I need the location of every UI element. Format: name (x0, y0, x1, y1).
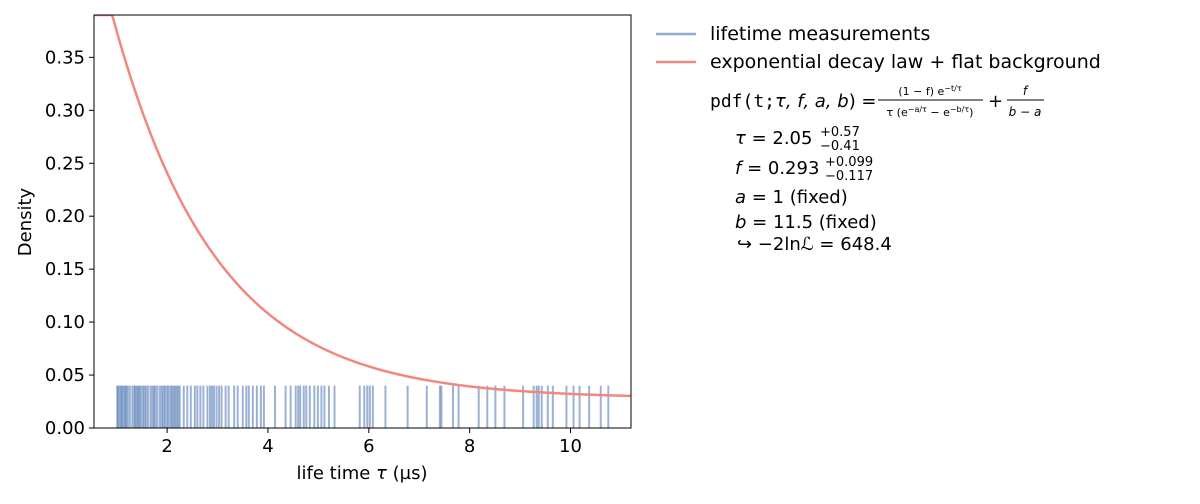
y-tick-label: 0.20 (45, 206, 85, 227)
x-axis: 2 4 6 8 10 (161, 428, 582, 457)
svg-text:+0.099: +0.099 (825, 155, 873, 170)
y-axis-label: Density (15, 187, 36, 256)
svg-text:−0.117: −0.117 (825, 169, 873, 184)
svg-text:pdf(t;τ, f, a, b) =: pdf(t;τ, f, a, b) = (710, 91, 877, 112)
fit-curve-line (94, 15, 631, 398)
x-tick-label: 10 (559, 436, 582, 457)
y-tick-label: 0.15 (45, 259, 85, 280)
svg-text:f: f (1023, 84, 1029, 98)
x-tick-label: 4 (262, 436, 273, 457)
x-tick-label: 2 (161, 436, 172, 457)
y-tick-label: 0.30 (45, 100, 85, 121)
legend: lifetime measurements exponential decay … (656, 23, 1101, 73)
y-tick-label: 0.05 (45, 365, 85, 386)
rug-series (116, 385, 610, 428)
x-tick-label: 6 (363, 436, 374, 457)
x-tick-label: 8 (464, 436, 475, 457)
y-tick-label: 0.25 (45, 153, 85, 174)
legend-label-curve: exponential decay law + flat background (710, 51, 1101, 73)
svg-text:−0.41: −0.41 (820, 139, 860, 154)
svg-text:b − a: b − a (1009, 105, 1042, 119)
y-tick-label: 0.35 (45, 47, 85, 68)
fit-f: f = 0.293 (735, 158, 819, 179)
svg-text:+: + (988, 91, 1003, 112)
plot-area (93, 14, 632, 429)
svg-text:τ (e−a/τ − e−b/τ): τ (e−a/τ − e−b/τ) (887, 105, 974, 119)
fit-nll: ↪ −2lnℒ = 648.4 (737, 234, 892, 255)
y-tick-label: 0.10 (45, 312, 85, 333)
x-axis-label: life time τ (µs) (297, 463, 428, 484)
fit-tau: τ = 2.05 (735, 128, 812, 149)
y-tick-label: 0.00 (45, 418, 85, 439)
pdf-formula: pdf(t;τ, f, a, b) = (1 − f) e−t/τ τ (e−a… (710, 84, 1044, 119)
plot-frame (93, 14, 632, 429)
legend-label-rug: lifetime measurements (710, 23, 930, 45)
fit-results: τ = 2.05 +0.57 −0.41 f = 0.293 +0.099 −0… (735, 125, 892, 255)
svg-text:+0.57: +0.57 (820, 125, 860, 140)
svg-text:(1 − f) e−t/τ: (1 − f) e−t/τ (898, 84, 961, 98)
fit-a: a = 1 (fixed) (735, 187, 848, 208)
y-axis: 0.00 0.05 0.10 0.15 0.20 0.25 0.30 0.35 (45, 47, 94, 439)
fit-b: b = 11.5 (fixed) (735, 212, 877, 233)
